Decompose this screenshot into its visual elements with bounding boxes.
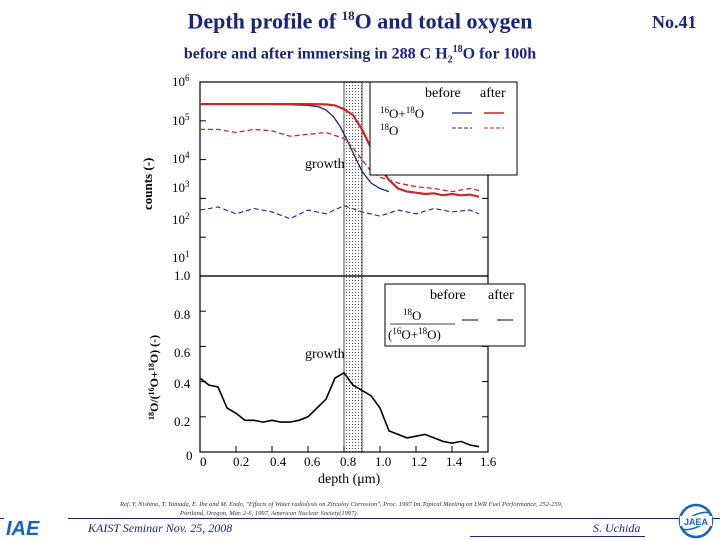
bottom-legend-denominator: (16O+18O) [388,326,441,342]
page-subtitle: before and after immersing in 288 C H218… [183,44,537,66]
jaea-logo-icon: JAEA [678,503,714,539]
bottom-legend: before after 18O (16O+18O) [384,283,526,347]
bottom-xtick-label-0-8: 0.8 [340,454,356,469]
bottom-y-axis-label: 18O/(16O+18O) (-) [147,335,161,420]
bottom-legend-title-before: before [430,288,466,303]
bottom-ytick-label-0-8: 0.8 [174,307,190,322]
seminar-label: KAIST Seminar Nov. 25, 2008 [88,521,233,535]
bottom-legend-title-after: after [488,288,514,303]
bottom-x-axis-label: depth (μm) [318,472,381,487]
reference-line-2: Portland, Oregon, Mar. 2-6, 1997, Americ… [180,510,359,517]
slide-number: No.41 [652,12,697,32]
bottom-growth-annotation: growth [305,347,345,362]
top-ytick-label-1e4: 104 [172,150,190,166]
series-18o-before [199,205,480,220]
bottom-xtick-label-1-0: 1.0 [375,454,391,469]
top-y-axis-label: counts (-) [140,158,155,210]
bottom-legend-numerator: 18O [403,307,421,323]
top-chart: 106 105 104 103 102 101 counts (-) growt… [140,73,518,277]
reference-line-1: Ref. Y. Nishino, T. Yamada, E. Ibe and M… [120,501,563,508]
author-underline [470,536,645,537]
reference-citation: Ref. Y. Nishino, T. Yamada, E. Ibe and M… [120,500,680,518]
page-title: Depth profile of 18O and total oxygen [187,8,533,34]
bottom-ytick-label-0-2: 0.2 [174,414,190,429]
bottom-growth-band [343,275,363,453]
top-legend-title-after: after [480,86,506,101]
svg-text:IAE: IAE [6,518,40,538]
top-ytick-label-1e1: 101 [172,249,190,265]
bottom-axis-ticks [199,275,489,453]
top-ytick-label-1e5: 105 [172,112,190,128]
bottom-chart: 1.0 0.8 0.6 0.4 0.2 0 0 0.2 0.4 0.6 0.8 … [147,268,526,487]
bottom-xtick-label-0-2: 0.2 [233,454,249,469]
top-ytick-label-1e3: 103 [172,179,190,195]
bottom-xtick-label-1-2: 1.2 [411,454,427,469]
top-ytick-label-1e2: 102 [172,211,190,227]
bottom-ytick-label-0: 0 [186,448,193,463]
iae-logo-icon: IAE [4,516,68,538]
bottom-legend-box [384,283,526,347]
author-name: S. Uchida [593,521,641,535]
top-growth-annotation: growth [305,157,345,172]
bottom-xtick-label-1-4: 1.4 [446,454,463,469]
bottom-ytick-label-0-6: 0.6 [174,345,191,360]
series-18o-ratio-after [199,371,480,448]
bottom-xtick-label-0-4: 0.4 [270,454,287,469]
top-ytick-label-1e6: 106 [172,73,190,89]
top-legend: before after 16O+18O 18O [369,81,518,176]
bottom-xtick-label-1-6: 1.6 [480,454,497,469]
bottom-xtick-label-0-6: 0.6 [304,454,321,469]
svg-text:JAEA: JAEA [684,517,709,527]
top-legend-title-before: before [425,86,461,101]
bottom-xtick-label-0: 0 [200,454,207,469]
bottom-ytick-label-1-0: 1.0 [174,268,190,283]
bottom-ytick-label-0-4: 0.4 [174,376,191,391]
footer-divider [0,518,720,519]
top-legend-row1-label: 16O+18O [380,105,424,121]
top-legend-row2-label: 18O [380,122,398,138]
